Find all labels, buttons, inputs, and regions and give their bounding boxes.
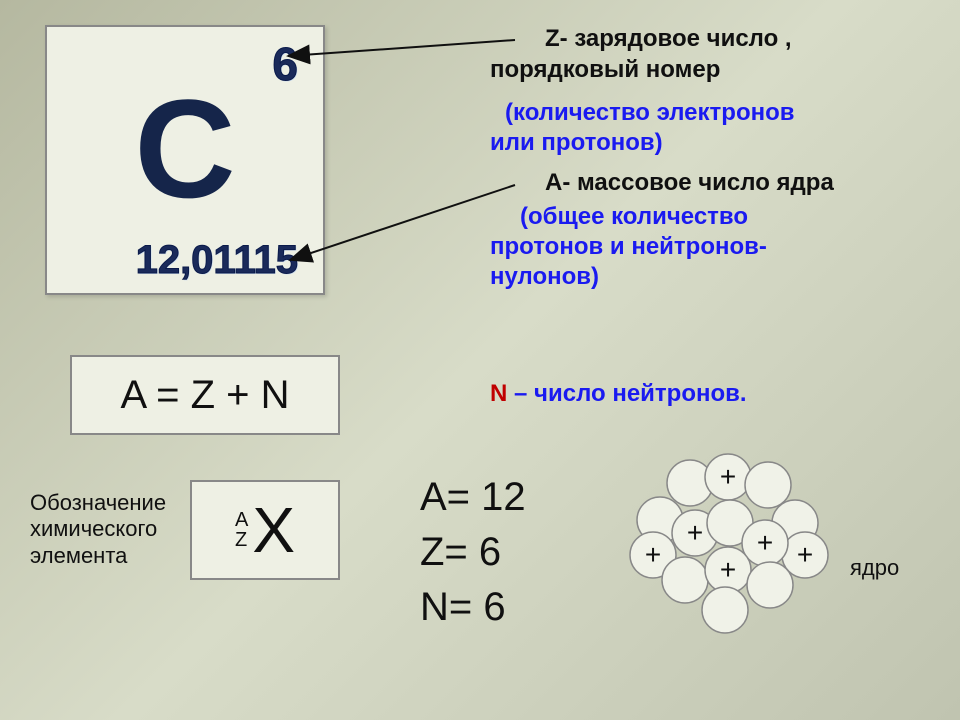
annot-a-line3: протонов и нейтронов- [490,232,767,262]
formula-box: A = Z + N [70,355,340,435]
calc-a: A= 12 [420,475,526,520]
mass-number: 12,01115 [136,238,298,283]
plus-icon: + [720,461,736,492]
neutron-circle [702,587,748,633]
notation-indices: A Z [235,510,248,550]
element-symbol: C [134,68,235,230]
nucleus-label: ядро [850,555,899,581]
notation-box: A Z X [190,480,340,580]
notation-label-l3: элемента [30,543,127,568]
annot-z-line1: Z- зарядовое число , [545,24,792,54]
neutron-circle [745,462,791,508]
n-definition: N – число нейтронов. [490,380,747,408]
plus-icon: + [797,539,813,570]
element-card: 6 C 12,01115 [45,25,325,295]
plus-icon: + [757,527,773,558]
annot-a-line1: А- массовое число ядра [545,168,834,198]
formula: A = Z + N [121,373,290,418]
calc-z: Z= 6 [420,530,501,575]
neutron-circle [662,557,708,603]
calc-n: N= 6 [420,585,506,630]
notation-x: X [252,493,295,567]
notation-label: Обозначение химического элемента [30,490,166,569]
notation-label-l2: химического [30,516,157,541]
n-letter: N [490,380,507,407]
annot-z-line3: (количество электронов [505,98,795,128]
neutron-circle [747,562,793,608]
annot-z-line2: порядковый номер [490,55,720,85]
plus-icon: + [720,554,736,585]
plus-icon: + [645,539,661,570]
nucleus-diagram: + + + + + + [620,445,840,645]
notation-label-l1: Обозначение [30,490,166,515]
annot-z-line4: или протонов) [490,128,663,158]
annot-a-line4: нулонов) [490,262,599,292]
atomic-number: 6 [272,37,298,91]
annot-a-line2: (общее количество [520,202,748,232]
notation-sub: Z [235,530,248,550]
notation-sup: A [235,510,248,530]
plus-icon: + [687,517,703,548]
n-text: – число нейтронов. [507,380,746,407]
